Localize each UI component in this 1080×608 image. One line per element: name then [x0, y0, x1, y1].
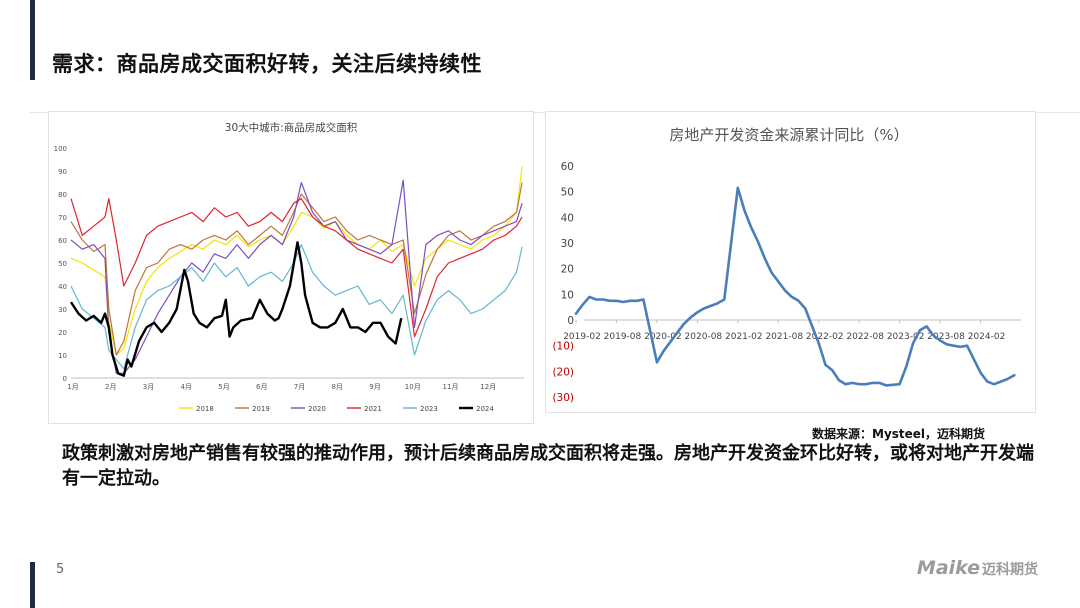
series-line-2024 — [69, 241, 403, 377]
series-line-2019 — [70, 182, 523, 356]
y-tick-label: 60 — [58, 237, 67, 245]
x-tick-label: 9月 — [369, 383, 380, 391]
y-tick-label: 30 — [561, 238, 574, 250]
x-tick-label: 2023-02 — [887, 332, 925, 342]
y-tick-label: 10 — [561, 289, 574, 301]
legend-label-2018: 2018 — [196, 405, 214, 413]
x-tick-label: 2021-02 — [725, 332, 763, 342]
accent-bar-bottom — [30, 562, 35, 608]
y-tick-label: (30) — [552, 392, 574, 404]
chart-title: 30大中城市:商品房成交面积 — [225, 121, 358, 134]
x-tick-label: 7月 — [294, 383, 305, 391]
y-tick-label: 0 — [63, 375, 67, 383]
y-tick-label: 40 — [561, 212, 574, 224]
x-tick-label: 2023-08 — [927, 332, 965, 342]
legend-label-2024: 2024 — [476, 405, 494, 413]
x-tick-label: 8月 — [332, 383, 343, 391]
legend-label-2023: 2023 — [420, 405, 438, 413]
y-tick-label: 10 — [58, 352, 67, 360]
x-tick-label: 2021-08 — [765, 332, 803, 342]
commentary-text: 政策刺激对房地产销售有较强的推动作用，预计后续商品房成交面积将走强。房地产开发资… — [62, 443, 1034, 489]
data-source-note: 数据来源：Mysteel，迈科期货 — [812, 427, 986, 441]
chart-title: 房地产开发资金来源累计同比（%） — [669, 126, 908, 144]
x-tick-label: 2024-02 — [968, 332, 1006, 342]
x-tick-label: 12月 — [480, 383, 496, 391]
y-tick-label: 80 — [58, 191, 67, 199]
legend-label-2019: 2019 — [252, 405, 270, 413]
legend-label-2021: 2021 — [364, 405, 382, 413]
dev-fund-chart: 房地产开发资金来源累计同比（%） 60 50 40 30 20 10 0 (10) (20) (30… — [552, 126, 1021, 404]
city-sales-chart: 30大中城市:商品房成交面积 0 10 20 30 40 50 60 70 80 90 100 1月 2月… — [54, 121, 524, 413]
x-tick-label: 4月 — [181, 383, 192, 391]
y-tick-label: 30 — [58, 306, 67, 314]
y-tick-label: 90 — [58, 168, 67, 176]
series-line-2023 — [70, 244, 523, 370]
x-tick-label: 10月 — [405, 383, 421, 391]
y-tick-label: 50 — [58, 260, 67, 268]
x-tick-label: 2022-02 — [806, 332, 844, 342]
series-line — [574, 186, 1016, 387]
y-tick-label: 100 — [54, 145, 67, 153]
x-tick-label: 3月 — [143, 383, 154, 391]
series-line-2020 — [70, 179, 523, 374]
y-tick-label: 40 — [58, 283, 67, 291]
x-tick-label: 2020-08 — [685, 332, 723, 342]
y-tick-label: (20) — [552, 366, 574, 378]
logo-chinese-text: 迈科期货 — [982, 562, 1038, 578]
city-sales-chart-panel: 30大中城市:商品房成交面积 0 10 20 30 40 50 60 70 80 90 100 1月 2月… — [48, 111, 534, 424]
x-tick-label: 2020-02 — [644, 332, 682, 342]
x-tick-label: 2019-08 — [604, 332, 642, 342]
x-tick-label: 2月 — [105, 383, 116, 391]
y-tick-label: 20 — [561, 264, 574, 276]
series-line-2021 — [70, 197, 523, 338]
logo-latin-text: Maike — [916, 557, 980, 579]
y-tick-label: 60 — [561, 161, 574, 173]
x-tick-label: 6月 — [256, 383, 267, 391]
y-tick-label: 20 — [58, 329, 67, 337]
x-tick-label: 1月 — [67, 383, 78, 391]
y-tick-label: 70 — [58, 214, 67, 222]
company-logo: Maike 迈科期货 — [917, 557, 1038, 579]
series-line-2018 — [70, 166, 523, 356]
x-tick-label: 5月 — [218, 383, 229, 391]
page-title: 需求：商品房成交面积好转，关注后续持续性 — [52, 52, 482, 76]
x-tick-label: 2022-08 — [846, 332, 884, 342]
x-tick-label: 2019-02 — [563, 332, 601, 342]
y-tick-label: (10) — [552, 341, 574, 353]
legend-label-2020: 2020 — [308, 405, 326, 413]
page-number: 5 — [56, 562, 65, 577]
y-tick-label: 50 — [561, 187, 574, 199]
accent-bar-top — [30, 0, 35, 80]
x-tick-label: 11月 — [443, 383, 459, 391]
dev-fund-chart-panel: 房地产开发资金来源累计同比（%） 60 50 40 30 20 10 0 (10) (20) (30… — [545, 111, 1036, 413]
y-tick-label: 0 — [567, 315, 574, 327]
